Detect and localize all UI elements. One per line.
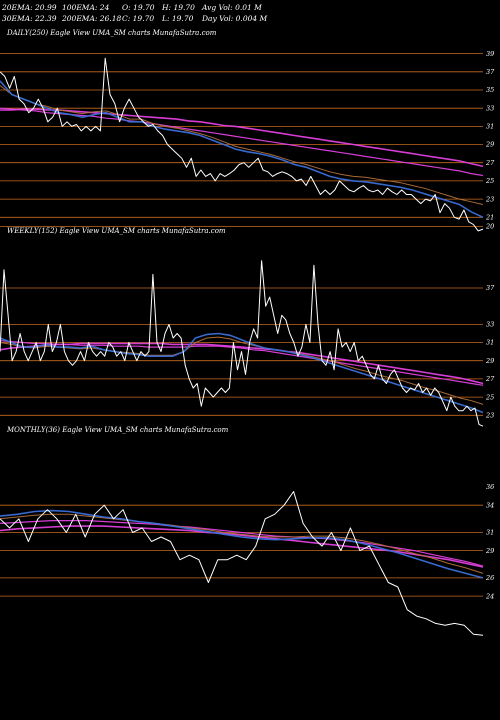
y-tick-label: 27 xyxy=(485,159,495,167)
ema30-line xyxy=(0,85,484,205)
y-tick-label: 20 xyxy=(485,223,494,231)
y-tick-label: 29 xyxy=(485,547,494,555)
ema100-line xyxy=(0,107,484,177)
weekly-chart-title: WEEKLY(152) Eagle View UMA_SM charts Mun… xyxy=(7,227,226,235)
header-avg-vol: Avg Vol: 0.01 M xyxy=(202,3,262,12)
y-tick-label: 25 xyxy=(485,393,494,401)
y-tick-label: 31 xyxy=(486,339,494,347)
y-tick-label: 31 xyxy=(486,529,494,537)
header-open: O: 19.70 xyxy=(122,3,155,12)
y-tick-label: 23 xyxy=(485,412,494,420)
ema20-line xyxy=(0,332,484,414)
y-tick-label: 35 xyxy=(486,86,494,94)
ema100-line xyxy=(0,340,484,386)
y-tick-label: 37 xyxy=(486,284,495,292)
price-line xyxy=(0,57,484,232)
y-tick-label: 29 xyxy=(485,141,494,149)
header-high: H: 19.70 xyxy=(162,3,195,12)
y-tick-label: 33 xyxy=(486,104,494,112)
ema20-line xyxy=(0,509,484,579)
header-200ema: 200EMA: 26.18 xyxy=(62,14,122,23)
y-tick-label: 23 xyxy=(485,195,494,203)
y-tick-label: 25 xyxy=(485,177,494,185)
ema30-line xyxy=(0,336,484,405)
weekly-chart: 37 33 31 29 27 25 23 xyxy=(0,260,495,427)
price-line xyxy=(0,260,484,427)
y-tick-label: 33 xyxy=(486,321,494,329)
y-tick-label: 21 xyxy=(485,214,494,222)
header-day-vol: Day Vol: 0.004 M xyxy=(202,14,268,23)
monthly-chart: 36 34 31 29 26 24 xyxy=(0,483,494,636)
y-tick-label: 26 xyxy=(485,574,494,582)
header-30ema: 30EMA: 22.39 xyxy=(2,14,57,23)
y-tick-label: 27 xyxy=(485,375,495,383)
ema20-line xyxy=(0,80,484,219)
price-line xyxy=(0,491,484,636)
daily-chart-title: DAILY(250) Eagle View UMA_SM charts Muna… xyxy=(7,29,217,37)
ema200-line xyxy=(0,108,484,168)
ema200-line xyxy=(0,342,484,385)
y-tick-label: 31 xyxy=(486,123,494,131)
ema30-line xyxy=(0,513,484,574)
y-tick-label: 37 xyxy=(486,68,495,76)
y-tick-label: 36 xyxy=(486,483,494,491)
header-20ema: 20EMA: 20.99 xyxy=(2,3,57,12)
y-tick-label: 34 xyxy=(486,501,494,509)
ema100-line xyxy=(0,520,484,567)
monthly-chart-title: MONTHLY(36) Eagle View UMA_SM charts Mun… xyxy=(7,426,229,434)
y-tick-label: 29 xyxy=(485,357,494,365)
indicator-header: 20EMA: 20.99 100EMA: 24 O: 19.70 H: 19.7… xyxy=(0,3,500,25)
header-100ema: 100EMA: 24 xyxy=(62,3,110,12)
header-close: C: 19.70 xyxy=(122,14,155,23)
header-low: L: 19.70 xyxy=(162,14,194,23)
y-tick-label: 39 xyxy=(486,50,494,58)
y-tick-label: 24 xyxy=(485,592,494,600)
